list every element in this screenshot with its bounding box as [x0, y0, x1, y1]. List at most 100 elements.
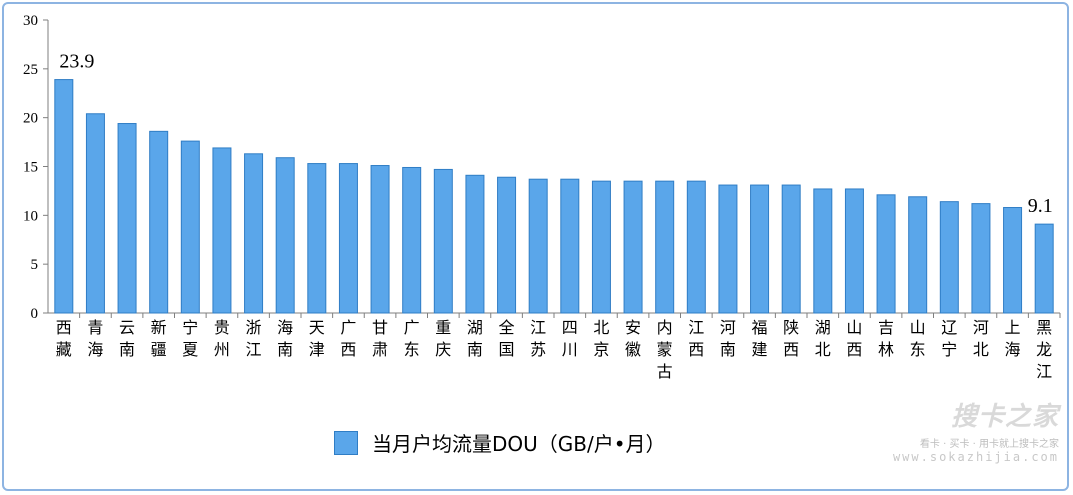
x-tick-label: 福: [752, 318, 768, 337]
x-tick-label: 湖: [467, 318, 483, 337]
x-tick-label: 徽: [625, 340, 641, 359]
x-tick-label: 国: [499, 340, 515, 359]
x-tick-label: 河: [973, 318, 989, 337]
x-tick-label: 上: [1005, 318, 1021, 337]
x-tick-label: 浙: [246, 318, 262, 337]
bar: [180, 140, 200, 314]
x-tick-label: 海: [87, 340, 103, 359]
x-tick-label: 南: [277, 340, 293, 359]
bar: [528, 178, 548, 314]
y-tick-label: 0: [31, 306, 39, 322]
x-tick-label: 辽: [941, 318, 957, 337]
bar: [85, 113, 105, 314]
bar: [338, 163, 358, 314]
data-label: 9.1: [1028, 195, 1053, 217]
y-tick-label: 15: [23, 160, 38, 176]
x-tick-label: 湖: [815, 318, 831, 337]
x-tick-label: 西: [783, 340, 799, 359]
x-tick-label: 西: [56, 318, 72, 337]
x-tick-label: 南: [119, 340, 135, 359]
bar: [591, 180, 611, 314]
bar: [781, 184, 801, 314]
x-tick-label: 青: [87, 318, 103, 337]
bar: [686, 180, 706, 314]
x-tick-label: 津: [309, 340, 325, 359]
bar: [370, 165, 390, 314]
bar: [718, 184, 738, 314]
bar: [623, 180, 643, 314]
x-tick-label: 山: [910, 318, 926, 337]
x-tick-label: 宁: [182, 318, 198, 337]
bar: [54, 79, 74, 314]
bar: [939, 201, 959, 314]
x-tick-label: 山: [846, 318, 862, 337]
x-tick-label: 江: [688, 318, 704, 337]
x-tick-label: 古: [657, 362, 673, 381]
x-tick-label: 陕: [783, 318, 799, 337]
x-tick-label: 新: [151, 318, 167, 337]
watermark-url: www.sokazhijia.com: [892, 450, 1059, 464]
x-tick-label: 安: [625, 318, 641, 337]
x-tick-label: 北: [593, 318, 609, 337]
y-tick-label: 20: [23, 111, 38, 127]
bar: [655, 180, 675, 314]
bar: [971, 203, 991, 314]
x-tick-label: 天: [309, 318, 325, 337]
x-tick-label: 吉: [878, 318, 894, 337]
x-tick-label: 东: [910, 340, 926, 359]
x-tick-label: 北: [973, 340, 989, 359]
x-tick-label: 京: [593, 340, 609, 359]
x-tick-label: 河: [720, 318, 736, 337]
x-tick-label: 黑: [1036, 318, 1052, 337]
x-tick-label: 西: [340, 340, 356, 359]
x-tick-label: 全: [499, 318, 515, 337]
watermark-slogan: 看卡 · 买卡 · 用卡就上搜卡之家: [919, 439, 1059, 450]
x-tick-label: 江: [246, 340, 262, 359]
bar: [117, 123, 137, 314]
x-tick-label: 广: [340, 318, 356, 337]
y-tick-label: 5: [31, 257, 39, 273]
x-tick-label: 西: [846, 340, 862, 359]
bar: [465, 174, 485, 314]
x-tick-label: 海: [277, 318, 293, 337]
x-tick-label: 云: [119, 318, 135, 337]
x-tick-label: 夏: [182, 340, 198, 359]
x-tick-label: 蒙: [657, 340, 673, 359]
y-tick-label: 30: [23, 13, 38, 29]
x-tick-label: 西: [688, 340, 704, 359]
y-tick-label: 10: [23, 208, 38, 224]
y-tick-label: 25: [23, 62, 38, 78]
data-label: 23.9: [59, 51, 94, 73]
bar: [844, 188, 864, 314]
bar: [497, 176, 517, 314]
bar: [212, 147, 232, 314]
x-tick-label: 重: [435, 318, 451, 337]
bar: [244, 153, 264, 314]
x-tick-label: 南: [467, 340, 483, 359]
bar: [307, 163, 327, 314]
bar: [750, 184, 770, 314]
bar: [402, 166, 422, 314]
bar: [275, 157, 295, 314]
x-tick-label: 苏: [530, 340, 546, 359]
bar: [560, 178, 580, 314]
x-tick-label: 南: [720, 340, 736, 359]
x-tick-label: 州: [214, 340, 230, 359]
x-tick-label: 庆: [435, 340, 451, 359]
x-tick-label: 建: [752, 340, 768, 359]
x-tick-label: 疆: [151, 340, 167, 359]
x-tick-label: 龙: [1036, 340, 1052, 359]
legend-swatch: [334, 430, 358, 455]
legend-label: 当月户均流量DOU（GB/户•月）: [372, 432, 666, 456]
x-tick-label: 藏: [56, 340, 72, 359]
x-tick-label: 东: [404, 340, 420, 359]
watermark: 搜卡之家 看卡 · 买卡 · 用卡就上搜卡之家 www.sokazhijia.c…: [893, 396, 1059, 464]
x-tick-label: 林: [878, 340, 894, 359]
x-tick-label: 四: [562, 318, 578, 337]
x-tick-label: 北: [815, 340, 831, 359]
x-tick-label: 江: [1036, 362, 1052, 381]
bar: [1034, 223, 1054, 314]
x-tick-label: 广: [404, 318, 420, 337]
x-tick-label: 内: [657, 318, 673, 337]
